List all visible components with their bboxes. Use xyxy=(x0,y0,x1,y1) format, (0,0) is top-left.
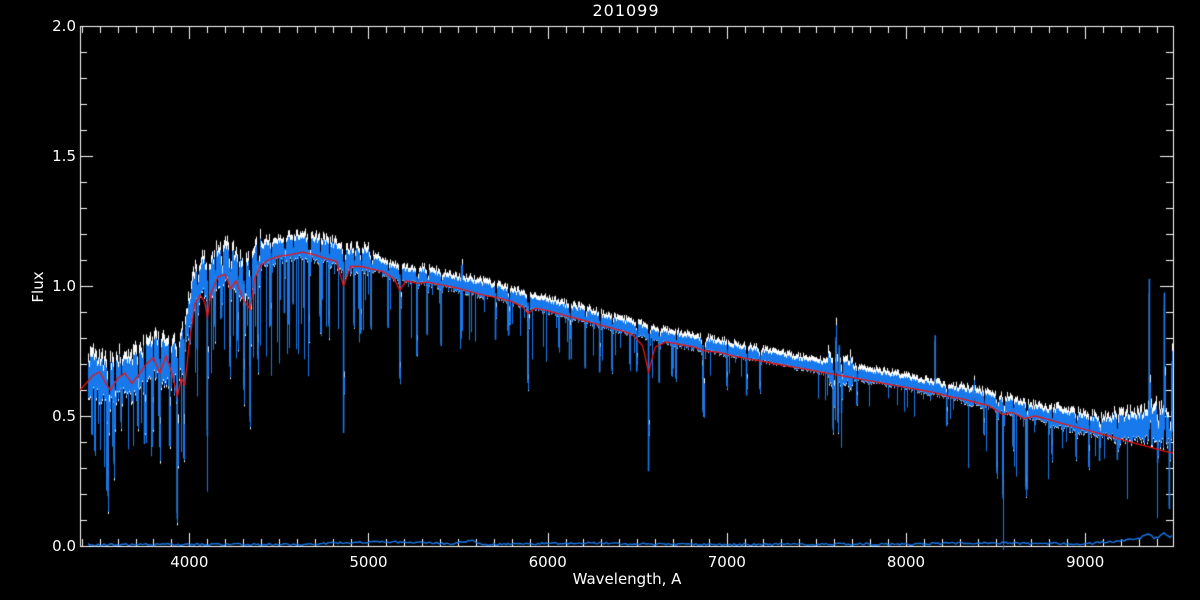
x-axis-label: Wavelength, A xyxy=(572,570,682,588)
x-tick-label-7000: 7000 xyxy=(707,553,746,571)
x-tick-label-6000: 6000 xyxy=(528,553,567,571)
plot-title: 201099 xyxy=(592,1,660,20)
y-tick-label-1.0: 1.0 xyxy=(52,277,76,295)
y-tick-label-0.0: 0.0 xyxy=(52,537,76,555)
x-tick-label-4000: 4000 xyxy=(170,553,209,571)
x-tick-label-9000: 9000 xyxy=(1066,553,1105,571)
y-tick-label-1.5: 1.5 xyxy=(52,147,76,165)
x-tick-label-5000: 5000 xyxy=(349,553,388,571)
y-axis-label: Flux xyxy=(29,271,47,303)
y-tick-label-2.0: 2.0 xyxy=(52,17,76,35)
y-tick-label-0.5: 0.5 xyxy=(52,407,76,425)
x-tick-label-8000: 8000 xyxy=(886,553,926,571)
